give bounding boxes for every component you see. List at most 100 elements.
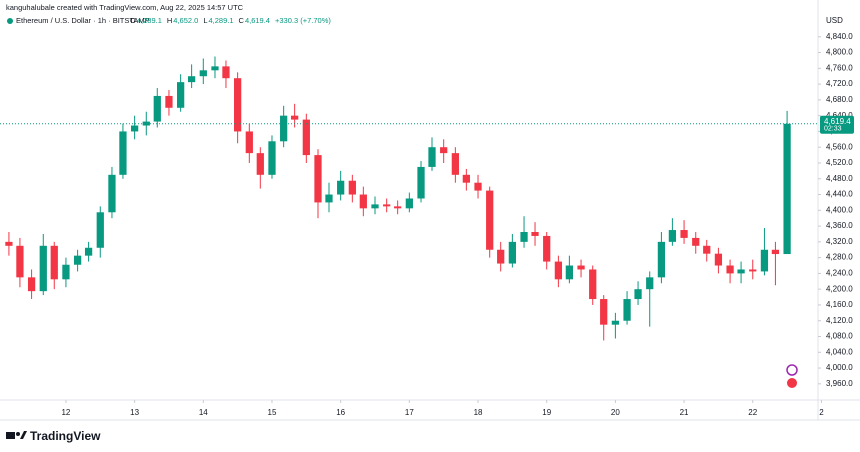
candle-body [177, 82, 185, 108]
ohlc-label: O [130, 16, 136, 25]
candle-body [383, 204, 391, 207]
candle-body [565, 265, 573, 280]
candle-body [417, 166, 425, 199]
candle-body [268, 141, 276, 175]
ohlc-value: 4,619.4 [245, 16, 270, 25]
price-tag-countdown: 02:33 [824, 126, 842, 133]
candle-body [348, 180, 356, 195]
candle-body [222, 66, 230, 79]
x-tick-label: 12 [61, 408, 70, 417]
x-tick-label: 14 [199, 408, 208, 417]
ohlc-label: C [239, 16, 245, 25]
candle-body [394, 206, 402, 209]
price-tag-value: 4,619.4 [824, 117, 851, 126]
candle-body [440, 147, 448, 154]
y-tick-label: 4,840.0 [826, 32, 853, 41]
x-tick-label: 2 [819, 408, 824, 417]
candle-body [668, 230, 677, 242]
candle-body [371, 204, 379, 209]
y-tick-label: 4,120.0 [826, 316, 853, 325]
candle-body [142, 121, 150, 126]
y-tick-label: 4,040.0 [826, 347, 853, 356]
ohlc-label: H [167, 16, 172, 25]
candle-body [543, 235, 551, 262]
candle-body [325, 194, 333, 203]
candle-body [314, 155, 322, 203]
event-icon[interactable] [786, 364, 798, 376]
y-tick-label: 4,080.0 [826, 332, 853, 341]
x-tick-label: 20 [611, 408, 620, 417]
candle-body [5, 241, 13, 246]
candle-body [634, 289, 642, 300]
y-tick-label: 4,440.0 [826, 190, 853, 199]
status-dot [7, 18, 13, 24]
ohlc: O 4,289.1 H 4,652.0 L 4,289.1 C 4,619.4 +330.3 (… [130, 16, 331, 25]
y-tick-label: 4,520.0 [826, 158, 853, 167]
candle-body [165, 95, 173, 108]
candle-body [462, 174, 470, 183]
candle-body [119, 131, 127, 175]
candle-body [16, 245, 24, 278]
candle-body [554, 261, 563, 280]
y-tick-label: 4,000.0 [826, 363, 853, 372]
x-tick-label: 19 [542, 408, 551, 417]
candle-body [337, 180, 345, 195]
candle-body [84, 247, 93, 256]
candle-body [692, 237, 700, 246]
candle-body [737, 269, 745, 274]
candle-body [451, 153, 459, 175]
candle-body [771, 249, 780, 255]
ohlc-value: 4,289.1 [137, 16, 162, 25]
candle-body [726, 265, 734, 274]
candle-body [531, 232, 539, 236]
candle-body [497, 249, 505, 264]
symbol: Ethereum / U.S. Dollar · 1h · BITSTAMP [16, 16, 150, 25]
candle-body [27, 277, 36, 292]
event-icon[interactable] [787, 378, 797, 388]
x-tick-label: 13 [130, 408, 139, 417]
y-tick-label: 4,240.0 [826, 269, 853, 278]
candle-body [714, 253, 723, 266]
candle-body [508, 241, 516, 264]
candle-body [50, 245, 58, 280]
y-tick-label: 4,760.0 [826, 63, 853, 72]
candle-body [749, 269, 757, 272]
candle-body [280, 115, 288, 142]
candle-body [428, 147, 436, 167]
candle-body [211, 66, 219, 71]
x-tick-label: 18 [474, 408, 483, 417]
candle-body [760, 249, 769, 272]
candle-body [108, 174, 116, 213]
candle-body [302, 119, 310, 156]
candle-body [600, 299, 608, 325]
credit: kanguhalubale created with TradingView.c… [6, 3, 244, 12]
y-tick-label: 4,800.0 [826, 48, 853, 57]
candle-body [130, 125, 139, 132]
x-tick-label: 16 [336, 408, 345, 417]
candle-body [657, 241, 666, 278]
x-tick-label: 17 [405, 408, 414, 417]
candle-body [187, 76, 196, 83]
candle-body [291, 115, 299, 120]
change: +330.3 (+7.70%) [275, 16, 331, 25]
candle-body [783, 123, 791, 255]
y-tick-label: 4,360.0 [826, 221, 853, 230]
candle-body [623, 299, 631, 321]
x-tick-label: 21 [680, 408, 689, 417]
x-tick-label: 15 [268, 408, 277, 417]
y-tick-label: 4,200.0 [826, 284, 853, 293]
y-tick-label: 4,560.0 [826, 142, 853, 151]
candle-body [520, 232, 528, 242]
candle-body [680, 230, 688, 238]
y-tick-label: 4,680.0 [826, 95, 853, 104]
y-tick-label: 4,720.0 [826, 79, 853, 88]
candle-body [474, 182, 482, 191]
y-tick-label: 4,160.0 [826, 300, 853, 309]
y-tick-label: 4,280.0 [826, 253, 853, 262]
y-tick-label: 4,640.0 [826, 111, 853, 120]
candle-body [646, 277, 654, 290]
candle-body [611, 320, 620, 325]
candle-body [153, 95, 161, 122]
ohlc-value: 4,652.0 [173, 16, 198, 25]
